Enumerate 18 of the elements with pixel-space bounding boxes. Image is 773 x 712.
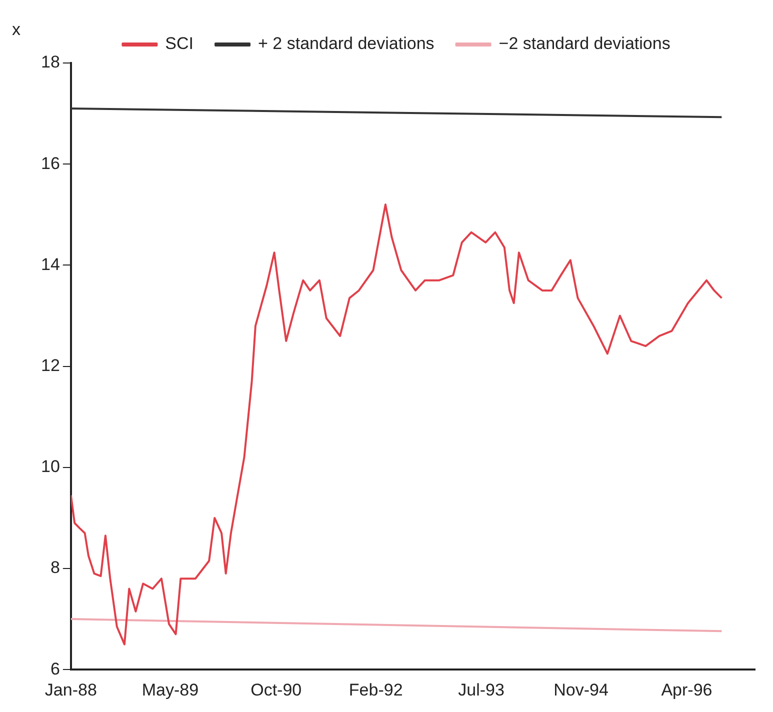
- y-tick-label: 16: [40, 154, 60, 173]
- y-tick-label: 14: [40, 254, 60, 274]
- x-tick-label: Nov-94: [554, 680, 608, 700]
- x-tick-label: May-89: [142, 680, 199, 700]
- legend-label: −2 standard deviations: [498, 34, 670, 54]
- x-tick-label: Jan-88: [44, 680, 97, 700]
- y-tick-label: 10: [40, 457, 60, 476]
- y-tick-label: 12: [40, 356, 60, 375]
- x-tick-label: Oct-90: [250, 680, 302, 700]
- y-axis-title: x: [12, 20, 21, 40]
- y-tick-label: 8: [50, 558, 60, 578]
- y-tick-label: 6: [50, 659, 60, 678]
- y-tick-label: 18: [40, 52, 60, 72]
- legend-label: SCI: [165, 34, 194, 54]
- legend-label: + 2 standard deviations: [258, 34, 434, 54]
- x-tick-label: Feb-92: [348, 680, 403, 700]
- x-tick-label: Apr-96: [661, 680, 712, 700]
- x-tick-label: Jul-93: [458, 680, 504, 700]
